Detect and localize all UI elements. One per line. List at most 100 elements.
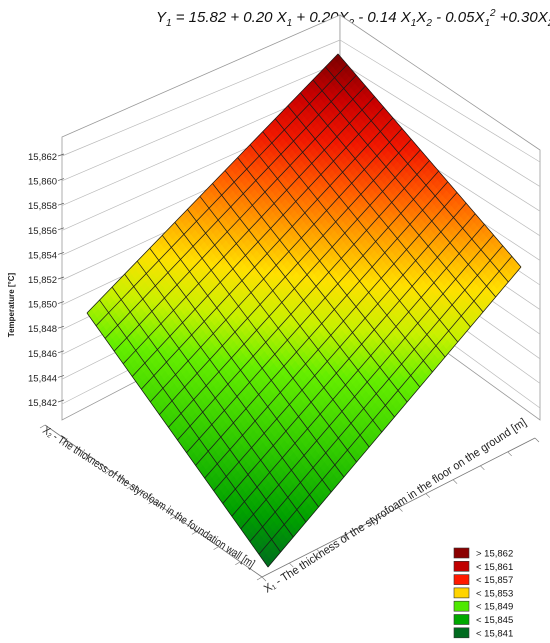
mesh-line — [287, 105, 471, 328]
equation-part: X — [415, 9, 427, 26]
wall-gridline — [339, 61, 541, 187]
z-tick-label: 15,858 — [28, 201, 57, 212]
z-axis-label: Temperature [°C] — [7, 272, 16, 337]
z-tick-label: 15,848 — [28, 324, 57, 335]
wall-gridline — [61, 61, 341, 182]
equation-part: - 0.14 X — [354, 9, 412, 26]
x1-tick-mark — [452, 479, 458, 484]
legend-label: > 15,862 — [476, 549, 513, 560]
legend-label: < 15,853 — [476, 588, 513, 599]
equation-part: +0.30X — [496, 9, 549, 26]
z-tick-label: 15,856 — [28, 226, 57, 237]
mesh-line — [237, 157, 421, 388]
floor-axes — [39, 424, 540, 582]
equation-part: 2 — [547, 18, 550, 29]
legend-swatch — [453, 600, 470, 612]
z-tick-mark — [57, 301, 65, 304]
legend-label: < 15,845 — [476, 615, 513, 626]
z-tick-mark — [57, 202, 65, 206]
legend-label: < 15,849 — [476, 602, 513, 613]
mesh-line — [113, 85, 366, 352]
mesh-line — [300, 92, 484, 313]
mesh-line — [159, 138, 412, 415]
equation-part: 1 — [484, 18, 490, 29]
legend-swatch — [453, 560, 470, 572]
wall-gridline — [61, 39, 341, 157]
mesh-line — [337, 53, 522, 268]
equation-part: 2 — [425, 18, 432, 29]
x2-tick-mark — [83, 455, 89, 459]
z-tick-mark — [57, 227, 65, 231]
legend-swatch — [453, 614, 470, 625]
z-tick-label: 15,862 — [28, 152, 57, 163]
wall-gridline — [339, 39, 541, 163]
x2-tick-mark — [213, 546, 219, 550]
z-tick-mark — [57, 350, 65, 354]
x1-tick-mark — [480, 465, 485, 471]
x1-tick-mark — [534, 437, 540, 443]
z-tick-label: 15,846 — [28, 349, 57, 360]
z-tick-label: 15,844 — [28, 373, 57, 384]
x1-tick-mark — [425, 493, 431, 498]
legend-swatch — [453, 627, 470, 639]
x2-tick-mark — [104, 470, 111, 474]
equation-part: = 15.82 + 0.20 X — [172, 9, 288, 26]
z-tick-mark — [57, 252, 65, 255]
x1-tick-mark — [507, 451, 512, 457]
mesh-line — [150, 128, 403, 403]
mesh-line — [224, 170, 408, 403]
x2-tick-mark — [191, 531, 198, 535]
x1-tick-mark — [370, 521, 376, 526]
x1-tick-mark — [289, 562, 294, 568]
legend-label: < 15,857 — [476, 575, 513, 586]
z-tick-label: 15,854 — [28, 250, 57, 261]
legend: > 15,862 < 15,861 < 15,857 < 15,853 < 15,849… — [453, 547, 513, 639]
z-tick-mark — [57, 153, 65, 157]
legend-swatch — [453, 574, 470, 585]
legend-swatch — [453, 587, 470, 599]
x2-tick-mark — [126, 485, 132, 490]
z-tick-label: 15,850 — [28, 300, 57, 311]
mesh-line — [122, 96, 375, 365]
z-tick-label: 15,860 — [28, 177, 57, 188]
mesh-line — [249, 144, 433, 373]
mesh-line — [131, 106, 385, 377]
mesh-line — [104, 75, 357, 339]
x2-tick-mark — [148, 500, 154, 505]
legend-label: < 15,861 — [476, 562, 513, 573]
x2-tick-mark — [235, 561, 241, 566]
mesh-line — [312, 79, 496, 298]
x2-tick-mark — [170, 515, 176, 520]
equation-lhs-sub: 1 — [166, 18, 172, 29]
z-tick-label: 15,852 — [28, 275, 57, 286]
z-tick-label: 15,842 — [28, 398, 57, 409]
mesh-line — [95, 64, 348, 326]
z-tick-mark — [57, 325, 65, 329]
z-tick-mark — [57, 178, 65, 181]
x1-tick-mark — [316, 548, 321, 554]
mesh-line — [274, 118, 459, 343]
z-axis-ticks: 15,862 15,860 15,858 15,856 15,854 15,852 15,8… — [28, 152, 65, 409]
mesh-line — [177, 160, 430, 441]
equation-part: 2 — [489, 8, 496, 19]
x2-tick-mark — [39, 424, 46, 429]
mesh-line — [262, 131, 446, 358]
legend-swatch — [453, 547, 470, 559]
mesh-line — [86, 53, 339, 314]
equation-part: 1 — [411, 18, 417, 29]
x2-tick-mark — [256, 576, 263, 581]
response-surface — [86, 53, 522, 568]
regression-equation: Y1 = 15.82 + 0.20 X1 + 0.20X2 - 0.14 X1X… — [156, 8, 550, 29]
x2-tick-mark — [61, 439, 67, 444]
mesh-line — [168, 149, 421, 428]
equation-part: - 0.05X — [432, 9, 486, 26]
legend-label: < 15,841 — [476, 628, 513, 639]
z-tick-mark — [57, 375, 65, 378]
x1-tick-mark — [398, 507, 403, 512]
equation-lhs: Y — [156, 9, 167, 26]
mesh-line — [325, 66, 509, 283]
x1-tick-mark — [343, 535, 349, 540]
mesh-line — [141, 117, 394, 390]
equation-part: 1 — [287, 18, 293, 29]
